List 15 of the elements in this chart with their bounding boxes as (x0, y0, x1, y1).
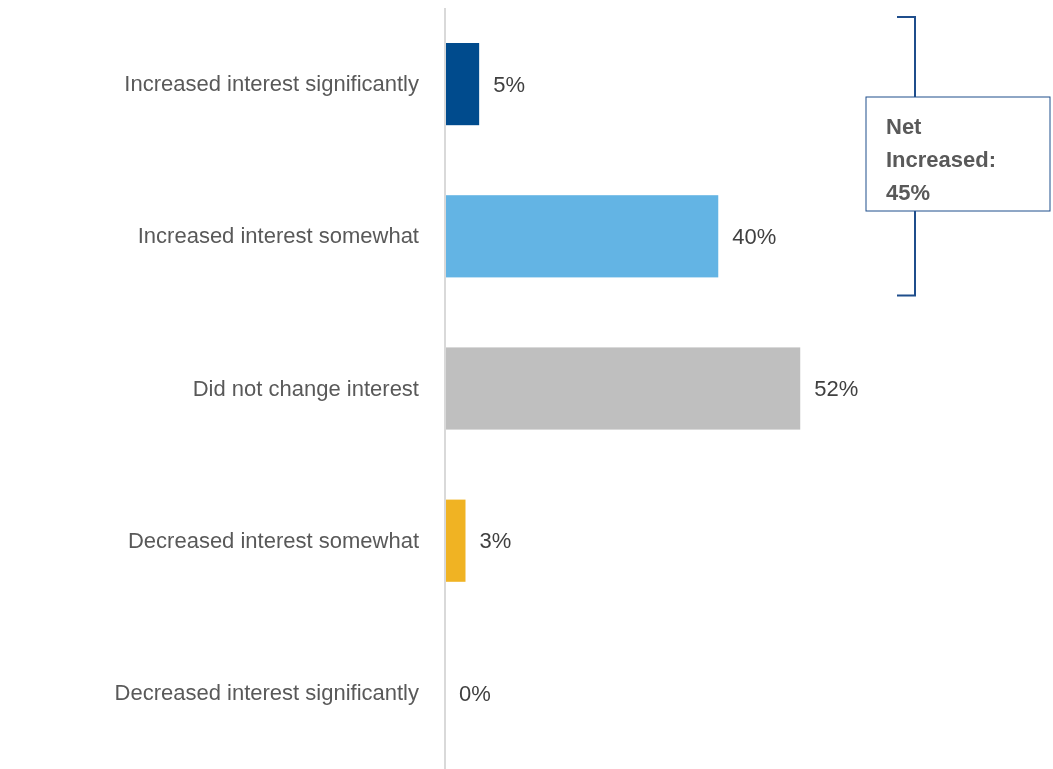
data-label: 5% (493, 71, 525, 97)
bar (445, 43, 480, 126)
bar (445, 195, 719, 278)
data-label: 40% (732, 224, 777, 249)
bar (445, 499, 466, 582)
data-label: 3% (479, 528, 512, 554)
annotation: Net Increased: 45% (886, 114, 997, 205)
y-tick-label: Increased interest somewhat (137, 223, 419, 249)
data-label: 52% (814, 376, 859, 402)
y-tick-label: Decreased interest somewhat (127, 527, 419, 553)
y-tick-label: Decreased interest significantly (114, 679, 419, 705)
y-tick-label: Increased interest significantly (124, 71, 419, 97)
y-tick-label: Did not change interest (192, 375, 419, 401)
data-label: 0% (459, 680, 491, 706)
bar (445, 347, 801, 430)
